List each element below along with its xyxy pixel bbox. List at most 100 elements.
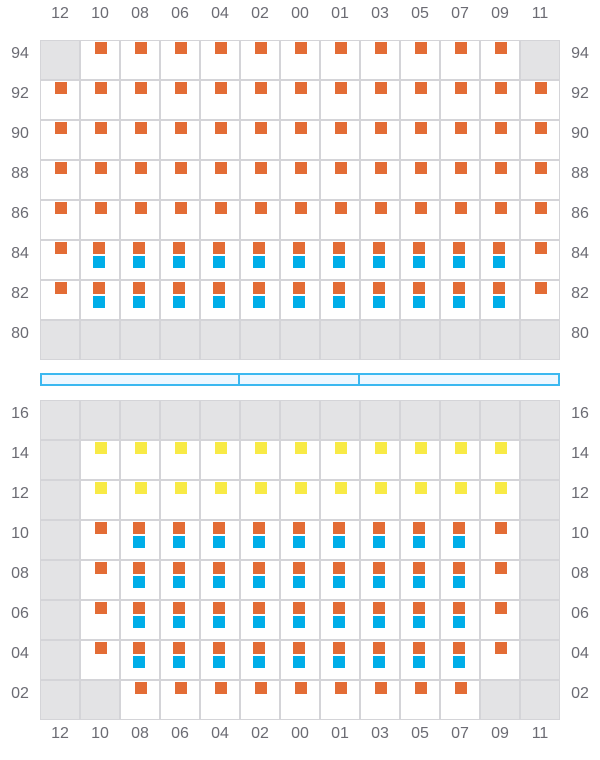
slot-cell[interactable] (520, 160, 560, 200)
slot-cell[interactable] (80, 600, 120, 640)
slot-cell[interactable] (160, 440, 200, 480)
slot-cell[interactable] (200, 200, 240, 240)
slot-cell[interactable] (240, 480, 280, 520)
slot-cell[interactable] (240, 160, 280, 200)
slot-cell[interactable] (440, 40, 480, 80)
slot-cell[interactable] (160, 160, 200, 200)
slot-cell[interactable] (440, 640, 480, 680)
slot-cell[interactable] (240, 40, 280, 80)
slot-cell[interactable] (40, 80, 80, 120)
slot-cell[interactable] (240, 440, 280, 480)
slot-cell[interactable] (480, 200, 520, 240)
slot-cell[interactable] (240, 80, 280, 120)
slot-cell[interactable] (440, 440, 480, 480)
separator-segment[interactable] (40, 373, 240, 386)
slot-cell[interactable] (400, 600, 440, 640)
slot-cell[interactable] (80, 480, 120, 520)
slot-cell[interactable] (440, 680, 480, 720)
slot-cell[interactable] (80, 280, 120, 320)
slot-cell[interactable] (80, 560, 120, 600)
slot-cell[interactable] (480, 640, 520, 680)
slot-cell[interactable] (80, 40, 120, 80)
slot-cell[interactable] (200, 560, 240, 600)
slot-cell[interactable] (400, 520, 440, 560)
slot-cell[interactable] (440, 120, 480, 160)
slot-cell[interactable] (280, 160, 320, 200)
slot-cell[interactable] (200, 480, 240, 520)
slot-cell[interactable] (40, 160, 80, 200)
separator-segment[interactable] (360, 373, 560, 386)
slot-cell[interactable] (160, 40, 200, 80)
slot-cell[interactable] (320, 680, 360, 720)
slot-cell[interactable] (480, 440, 520, 480)
slot-cell[interactable] (160, 280, 200, 320)
slot-cell[interactable] (440, 480, 480, 520)
slot-cell[interactable] (480, 120, 520, 160)
slot-cell[interactable] (160, 680, 200, 720)
slot-cell[interactable] (360, 680, 400, 720)
slot-cell[interactable] (320, 160, 360, 200)
slot-cell[interactable] (240, 240, 280, 280)
slot-cell[interactable] (480, 560, 520, 600)
slot-cell[interactable] (440, 600, 480, 640)
slot-cell[interactable] (240, 600, 280, 640)
slot-cell[interactable] (80, 240, 120, 280)
slot-cell[interactable] (360, 640, 400, 680)
slot-cell[interactable] (440, 520, 480, 560)
slot-cell[interactable] (320, 560, 360, 600)
slot-cell[interactable] (520, 200, 560, 240)
slot-cell[interactable] (320, 440, 360, 480)
slot-cell[interactable] (360, 40, 400, 80)
slot-cell[interactable] (200, 80, 240, 120)
slot-cell[interactable] (320, 280, 360, 320)
slot-cell[interactable] (80, 200, 120, 240)
slot-cell[interactable] (160, 600, 200, 640)
slot-cell[interactable] (320, 120, 360, 160)
slot-cell[interactable] (280, 560, 320, 600)
slot-cell[interactable] (480, 480, 520, 520)
slot-cell[interactable] (400, 160, 440, 200)
slot-cell[interactable] (120, 240, 160, 280)
slot-cell[interactable] (400, 480, 440, 520)
slot-cell[interactable] (80, 640, 120, 680)
slot-cell[interactable] (200, 600, 240, 640)
slot-cell[interactable] (120, 600, 160, 640)
slot-cell[interactable] (280, 440, 320, 480)
slot-cell[interactable] (480, 80, 520, 120)
slot-cell[interactable] (400, 680, 440, 720)
slot-cell[interactable] (40, 280, 80, 320)
slot-cell[interactable] (440, 560, 480, 600)
slot-cell[interactable] (480, 280, 520, 320)
slot-cell[interactable] (360, 480, 400, 520)
slot-cell[interactable] (200, 680, 240, 720)
slot-cell[interactable] (160, 120, 200, 160)
slot-cell[interactable] (240, 280, 280, 320)
slot-cell[interactable] (440, 280, 480, 320)
slot-cell[interactable] (80, 120, 120, 160)
slot-cell[interactable] (120, 520, 160, 560)
slot-cell[interactable] (200, 160, 240, 200)
slot-cell[interactable] (40, 200, 80, 240)
slot-cell[interactable] (200, 40, 240, 80)
slot-cell[interactable] (320, 80, 360, 120)
slot-cell[interactable] (120, 120, 160, 160)
slot-cell[interactable] (120, 440, 160, 480)
slot-cell[interactable] (280, 280, 320, 320)
slot-cell[interactable] (160, 480, 200, 520)
slot-cell[interactable] (280, 120, 320, 160)
slot-cell[interactable] (320, 40, 360, 80)
slot-cell[interactable] (120, 80, 160, 120)
slot-cell[interactable] (280, 480, 320, 520)
slot-cell[interactable] (200, 240, 240, 280)
slot-cell[interactable] (240, 120, 280, 160)
slot-cell[interactable] (320, 200, 360, 240)
slot-cell[interactable] (400, 440, 440, 480)
slot-cell[interactable] (120, 640, 160, 680)
slot-cell[interactable] (120, 480, 160, 520)
slot-cell[interactable] (400, 40, 440, 80)
slot-cell[interactable] (160, 240, 200, 280)
slot-cell[interactable] (280, 40, 320, 80)
slot-cell[interactable] (240, 200, 280, 240)
slot-cell[interactable] (80, 160, 120, 200)
slot-cell[interactable] (120, 680, 160, 720)
